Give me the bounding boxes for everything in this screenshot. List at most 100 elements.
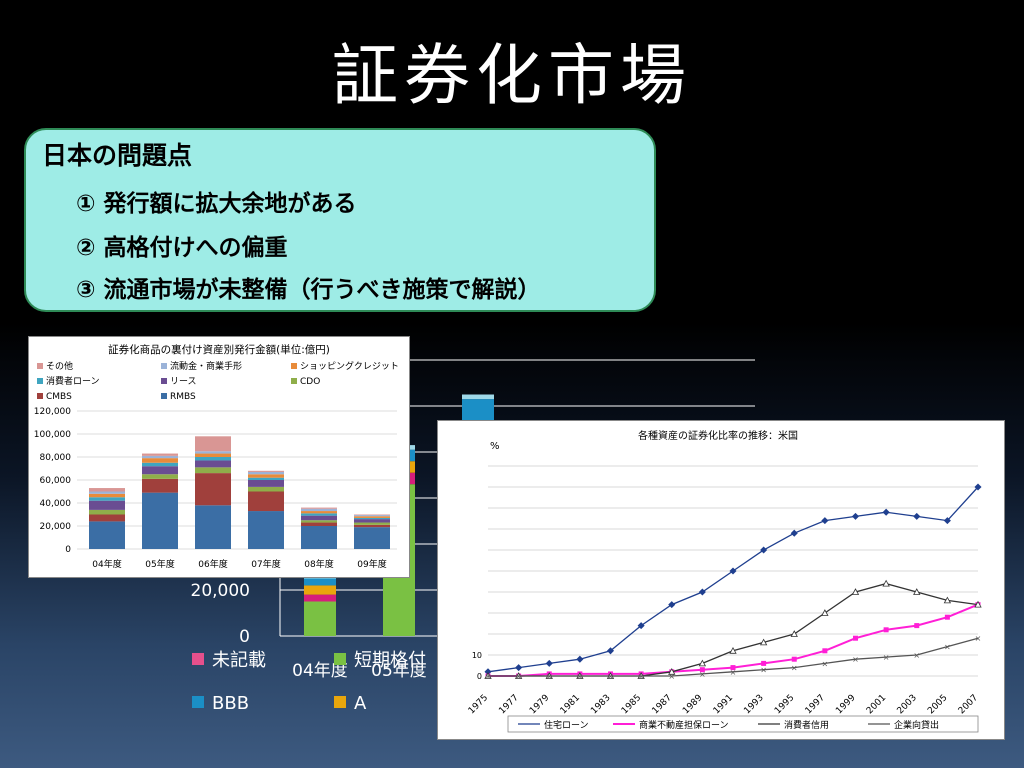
y-tick-label: 20,000 bbox=[40, 522, 72, 532]
bar-segment bbox=[301, 511, 337, 514]
callout-point-1: ① 発行額に拡大余地がある bbox=[76, 191, 357, 217]
bar-segment bbox=[89, 491, 125, 494]
legend-label: 住宅ローン bbox=[544, 719, 589, 731]
legend-label: RMBS bbox=[170, 392, 196, 402]
asset-issuance-chart-panel: 証券化商品の裏付け資産別発行金額(単位:億円) その他 流動金・商業手形 ショッピング… bbox=[28, 336, 410, 578]
x-tick-label: 04年度 bbox=[292, 661, 348, 681]
bar-segment bbox=[195, 453, 231, 457]
data-point bbox=[668, 667, 676, 675]
bar-segment bbox=[354, 514, 390, 516]
data-point: × bbox=[852, 655, 859, 664]
x-tick-label: 1993 bbox=[742, 693, 765, 716]
data-point bbox=[515, 664, 523, 672]
data-point bbox=[698, 588, 706, 596]
legend-label: 商業不動産担保ローン bbox=[639, 719, 729, 731]
bar-segment bbox=[462, 394, 494, 400]
data-point: × bbox=[638, 672, 645, 681]
legend-label: その他 bbox=[46, 360, 73, 372]
bar-segment bbox=[462, 399, 494, 423]
data-point: × bbox=[913, 651, 920, 660]
data-point: × bbox=[546, 672, 553, 681]
y-tick-label: 10 bbox=[472, 651, 482, 660]
legend-label: 消費者信用 bbox=[784, 719, 829, 731]
bar-segment bbox=[248, 486, 284, 492]
bar-segment bbox=[195, 451, 231, 454]
x-tick-label: 1987 bbox=[651, 693, 674, 716]
problems-callout: 日本の問題点 ① 発行額に拡大余地がある ② 高格付けへの偏重 ③ 流通市場が未… bbox=[24, 128, 656, 312]
bar-segment bbox=[195, 436, 231, 452]
x-tick-label: 1989 bbox=[681, 693, 704, 716]
legend-swatch bbox=[37, 393, 43, 399]
bar-segment bbox=[248, 471, 284, 475]
x-tick-label: 1981 bbox=[559, 693, 582, 716]
callout-point-3: ③ 流通市場が未整備（行うべき施策で解説） bbox=[76, 277, 541, 303]
data-point bbox=[853, 635, 858, 641]
legend-swatch bbox=[161, 393, 167, 399]
x-tick-label: 1997 bbox=[804, 693, 827, 716]
data-point bbox=[883, 627, 889, 633]
data-point bbox=[730, 665, 736, 671]
bar-segment bbox=[248, 470, 284, 472]
y-tick-label: 60,000 bbox=[40, 476, 72, 486]
x-tick-label: 2003 bbox=[896, 693, 919, 716]
legend-swatch bbox=[161, 363, 167, 369]
bar-segment bbox=[301, 507, 337, 509]
bar-segment bbox=[248, 474, 284, 478]
bar-segment bbox=[89, 509, 125, 515]
data-point: × bbox=[760, 666, 767, 675]
bar-segment bbox=[142, 478, 178, 493]
legend-swatch bbox=[291, 378, 297, 384]
bar-segment bbox=[304, 578, 336, 586]
data-point: × bbox=[607, 672, 614, 681]
data-point bbox=[913, 512, 921, 520]
y-tick-label: 100,000 bbox=[34, 430, 71, 440]
bar-segment bbox=[195, 473, 231, 506]
data-point bbox=[606, 647, 615, 655]
y-tick-label: 20,000 bbox=[191, 581, 250, 601]
bar-segment bbox=[304, 594, 336, 602]
data-point bbox=[729, 567, 737, 575]
bar-segment bbox=[195, 505, 231, 549]
data-point: × bbox=[668, 672, 675, 681]
legend-label: 未記載 bbox=[212, 650, 266, 671]
legend-swatch bbox=[161, 378, 167, 384]
slide-title: 証券化市場 bbox=[332, 37, 692, 114]
data-point bbox=[790, 529, 798, 537]
legend-swatch bbox=[291, 363, 297, 369]
legend-label: 企業向貸出 bbox=[894, 719, 939, 731]
x-tick-label: 1983 bbox=[589, 693, 612, 716]
bar-segment bbox=[195, 460, 231, 468]
data-point bbox=[698, 659, 707, 667]
legend-label: 消費者ローン bbox=[46, 375, 100, 387]
data-point bbox=[822, 648, 828, 654]
data-point bbox=[851, 588, 860, 595]
us-securitization-chart: 各種資産の証券化比率の推移：米国 0 10% 1975 1977 1979 1981 1983… bbox=[467, 429, 982, 733]
bar-segment bbox=[142, 453, 178, 456]
legend-label: ショッピングクレジット bbox=[300, 360, 399, 372]
legend-swatch bbox=[334, 653, 346, 665]
data-point bbox=[914, 623, 920, 629]
data-point: × bbox=[944, 643, 951, 652]
bar-segment bbox=[354, 527, 390, 549]
y-tick-label: 80,000 bbox=[40, 453, 72, 463]
data-point bbox=[943, 596, 952, 604]
data-point bbox=[913, 588, 921, 595]
data-point bbox=[821, 517, 829, 525]
data-point bbox=[791, 656, 797, 662]
bar-segment bbox=[301, 522, 337, 526]
legend-label: BBB bbox=[212, 693, 249, 714]
data-point bbox=[944, 614, 950, 620]
x-tick-label: 1975 bbox=[467, 693, 490, 716]
legend-swatch bbox=[192, 653, 204, 665]
x-tick-label: 05年度 bbox=[371, 661, 427, 681]
legend-swatch bbox=[37, 363, 43, 369]
bar-segment bbox=[354, 516, 390, 518]
series-line bbox=[487, 486, 979, 673]
bar-segment bbox=[304, 601, 336, 636]
bar-segment bbox=[301, 513, 337, 516]
x-tick-label: 2001 bbox=[865, 693, 888, 716]
us-securitization-chart-panel: 各種資産の証券化比率の推移：米国 0 10% 1975 1977 1979 1981 1983… bbox=[437, 420, 1005, 740]
x-tick-label: 1979 bbox=[528, 693, 551, 716]
data-point bbox=[790, 630, 798, 637]
bar-segment bbox=[142, 455, 178, 459]
